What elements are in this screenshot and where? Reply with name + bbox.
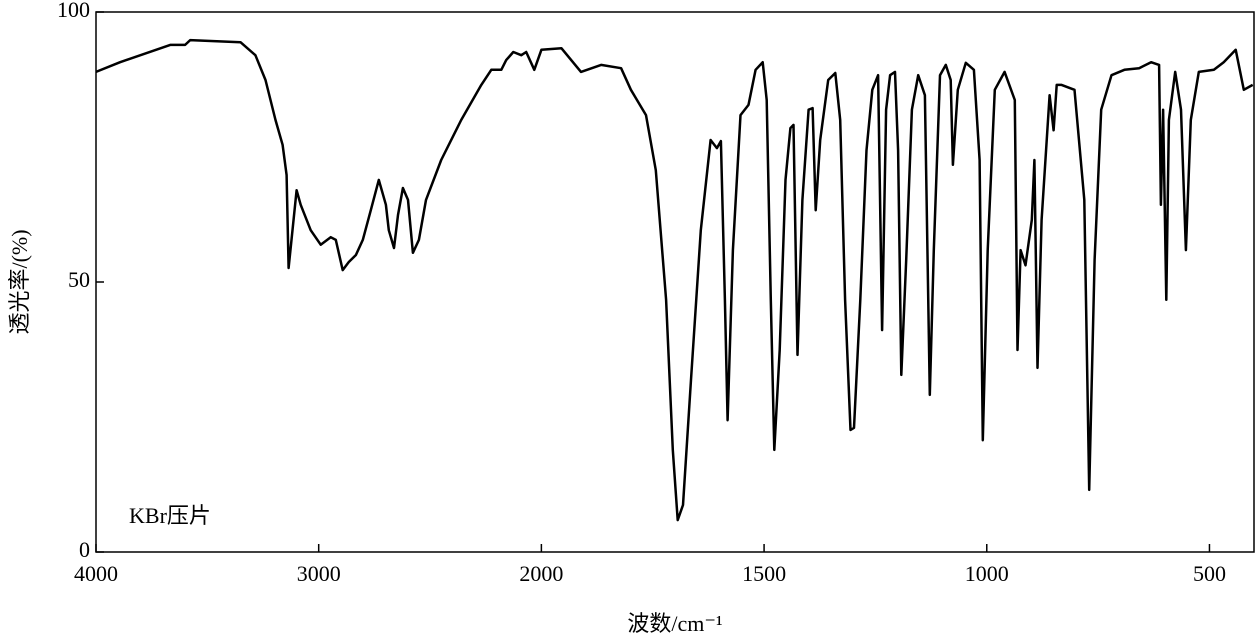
y-axis-label: 透光率/(%) — [7, 229, 32, 334]
x-tick-label: 2000 — [519, 561, 563, 586]
x-tick-label: 4000 — [74, 561, 118, 586]
y-tick-label: 100 — [57, 0, 90, 22]
x-axis-label: 波数/cm⁻¹ — [627, 611, 722, 636]
y-tick-label: 0 — [79, 537, 90, 562]
y-tick-label: 50 — [68, 267, 90, 292]
x-tick-label: 3000 — [297, 561, 341, 586]
x-tick-label: 1500 — [742, 561, 786, 586]
x-tick-label: 1000 — [965, 561, 1009, 586]
x-tick-label: 500 — [1193, 561, 1226, 586]
spectrum-line — [95, 38, 1254, 522]
annotation: KBr压片 — [129, 503, 211, 528]
